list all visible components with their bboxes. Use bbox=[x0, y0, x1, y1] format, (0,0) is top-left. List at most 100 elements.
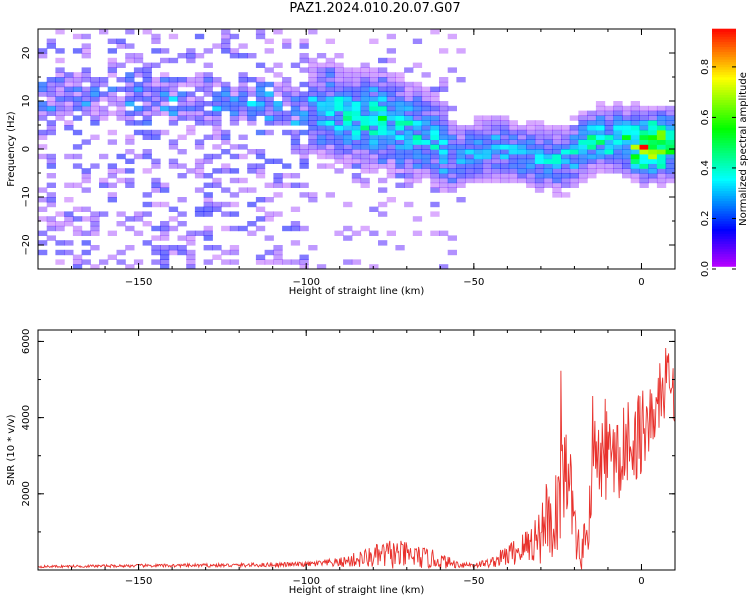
heatmap-cell bbox=[334, 91, 344, 97]
heatmap-cell bbox=[273, 29, 283, 35]
heatmap-cell bbox=[526, 173, 536, 179]
heatmap-cell bbox=[160, 230, 170, 236]
heatmap-cell bbox=[386, 72, 396, 78]
heatmap-cell bbox=[369, 110, 379, 116]
heatmap-cell bbox=[325, 115, 335, 121]
heatmap-cell bbox=[343, 201, 353, 208]
heatmap-cell bbox=[255, 163, 266, 169]
colorbar-segment bbox=[712, 59, 736, 63]
heatmap-cell bbox=[639, 149, 649, 155]
heatmap-cell bbox=[116, 168, 126, 174]
heatmap-cell bbox=[369, 120, 379, 126]
heatmap-cell bbox=[168, 225, 179, 232]
heatmap-cell bbox=[282, 163, 292, 169]
heatmap-cell bbox=[630, 105, 640, 112]
heatmap-cell bbox=[578, 129, 588, 136]
heatmap-cell bbox=[360, 72, 370, 78]
heatmap-cell bbox=[299, 105, 309, 112]
heatmap-cell bbox=[656, 134, 667, 140]
heatmap-cell bbox=[395, 144, 405, 150]
heatmap-cell bbox=[99, 91, 109, 97]
heatmap-cell bbox=[194, 173, 205, 179]
heatmap-cell bbox=[229, 33, 240, 40]
heatmap-cell bbox=[90, 77, 100, 83]
heatmap-cell bbox=[508, 168, 518, 174]
heatmap-cell bbox=[613, 163, 623, 169]
heatmap-cell bbox=[386, 139, 396, 145]
heatmap-cell bbox=[290, 101, 301, 107]
colorbar-segment bbox=[712, 220, 736, 224]
heatmap-cell bbox=[203, 230, 213, 236]
heatmap-cell bbox=[622, 163, 632, 169]
heatmap-cell bbox=[639, 158, 649, 164]
heatmap-cell bbox=[630, 153, 640, 160]
heatmap-cell bbox=[351, 77, 362, 83]
heatmap-cell bbox=[482, 139, 492, 145]
heatmap-cell bbox=[674, 115, 675, 121]
heatmap-cell bbox=[552, 177, 562, 184]
heatmap-cell bbox=[99, 77, 109, 83]
heatmap-cell bbox=[360, 149, 370, 155]
heatmap-cell bbox=[648, 158, 658, 164]
colorbar-segment bbox=[712, 152, 736, 156]
heatmap-cell bbox=[221, 81, 231, 88]
heatmap-cell bbox=[38, 216, 48, 222]
heatmap-cell bbox=[648, 105, 658, 112]
heatmap-cell bbox=[116, 43, 126, 49]
heatmap-cell bbox=[386, 57, 396, 64]
heatmap-cell bbox=[421, 149, 431, 155]
heatmap-cell bbox=[203, 182, 213, 188]
heatmap-cell bbox=[55, 225, 65, 232]
heatmap-cell bbox=[238, 86, 248, 92]
heatmap-cell bbox=[264, 110, 274, 116]
heatmap-cell bbox=[473, 125, 484, 131]
heatmap-cell bbox=[674, 163, 675, 169]
heatmap-cell bbox=[334, 67, 344, 73]
heatmap-cell bbox=[325, 139, 335, 145]
heatmap-cell bbox=[212, 81, 222, 88]
heatmap-cell bbox=[369, 163, 379, 169]
heatmap-cell bbox=[534, 168, 545, 174]
heatmap-cell bbox=[508, 149, 518, 155]
heatmap-cell bbox=[447, 120, 457, 126]
heatmap-cell bbox=[72, 86, 83, 92]
heatmap-cell bbox=[81, 86, 91, 92]
heatmap-cell bbox=[325, 192, 335, 198]
heatmap-cell bbox=[569, 158, 579, 164]
heatmap-cell bbox=[151, 182, 161, 188]
heatmap-cell bbox=[177, 115, 187, 121]
colorbar-segment bbox=[712, 208, 736, 212]
heatmap-cell bbox=[255, 153, 266, 160]
heatmap-cell bbox=[186, 168, 196, 174]
heatmap-cell bbox=[630, 149, 640, 155]
heatmap-cell bbox=[325, 96, 335, 102]
heatmap-cell bbox=[55, 101, 65, 107]
heatmap-cell bbox=[168, 139, 179, 145]
heatmap-cell bbox=[255, 254, 266, 260]
heatmap-cell bbox=[264, 120, 274, 126]
heatmap-cell bbox=[439, 163, 449, 169]
heatmap-cell bbox=[656, 139, 667, 145]
heatmap-cell bbox=[665, 153, 675, 160]
heatmap-cell bbox=[168, 249, 179, 256]
heatmap-cell bbox=[674, 105, 675, 112]
heatmap-cell bbox=[38, 105, 48, 112]
heatmap-cell bbox=[369, 168, 379, 174]
heatmap-cell bbox=[255, 149, 266, 155]
heatmap-cell bbox=[360, 163, 370, 169]
colorbar-segment bbox=[712, 182, 736, 186]
heatmap-cell bbox=[273, 120, 283, 126]
heatmap-cell bbox=[343, 105, 353, 112]
heatmap-cell bbox=[360, 91, 370, 97]
heatmap-cell bbox=[142, 120, 152, 126]
heatmap-cell bbox=[439, 129, 449, 136]
heatmap-cell bbox=[316, 134, 327, 140]
heatmap-cell bbox=[569, 182, 579, 188]
heatmap-cell bbox=[125, 168, 135, 174]
heatmap-cell bbox=[151, 48, 161, 54]
heatmap-cell bbox=[543, 158, 553, 164]
heatmap-cell bbox=[72, 115, 83, 121]
heatmap-cell bbox=[543, 177, 553, 184]
heatmap-cell bbox=[46, 86, 56, 92]
heatmap-cell bbox=[656, 182, 667, 188]
